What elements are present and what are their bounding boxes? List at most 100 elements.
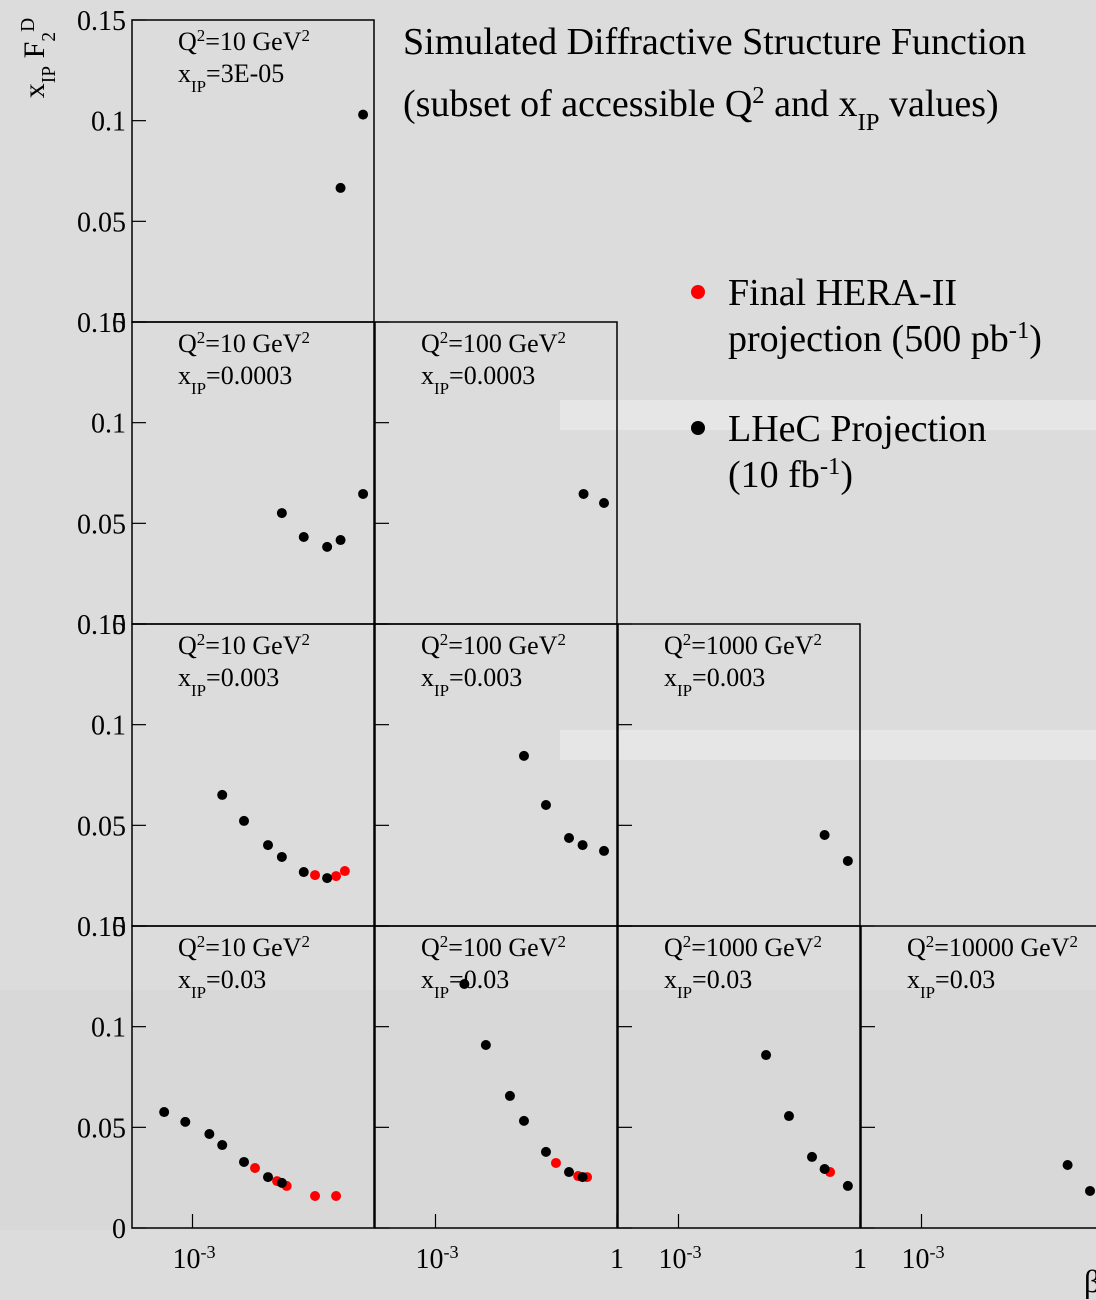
- legend-label: LHeC Projection: [728, 408, 987, 450]
- text-segment: -3: [201, 1242, 216, 1262]
- text-segment: (subset of accessible Q: [403, 83, 752, 125]
- text-segment: =100 GeV: [448, 329, 557, 358]
- panel-frame: [131, 925, 375, 1229]
- y-tick-label: 0.15: [77, 308, 126, 339]
- data-point: [540, 1146, 551, 1157]
- data-point: [276, 508, 287, 519]
- y-tick-label: 0.1: [91, 711, 126, 742]
- panel-label: xIP=0.003: [421, 663, 522, 700]
- text-segment: 2: [440, 328, 448, 347]
- text-segment: 2: [197, 328, 205, 347]
- text-segment: =10 GeV: [205, 933, 301, 962]
- panel-label: xIP=0.003: [178, 663, 279, 700]
- text-segment: x: [421, 663, 434, 692]
- legend-label: Final HERA-II: [728, 272, 957, 314]
- text-segment: x: [178, 361, 191, 390]
- data-point: [276, 851, 287, 862]
- data-point: [842, 855, 853, 866]
- data-point: [335, 535, 346, 546]
- text-segment: 2: [197, 26, 205, 45]
- text-segment: -3: [930, 1242, 945, 1262]
- data-point: [310, 870, 321, 881]
- text-segment: Q: [178, 329, 197, 358]
- text-segment: =0.03: [692, 965, 752, 994]
- panel-label: Q2=10 GeV2: [178, 932, 310, 963]
- text-segment: =100 GeV: [448, 933, 557, 962]
- data-point: [204, 1128, 215, 1139]
- data-point: [239, 815, 250, 826]
- text-segment: Simulated Diffractive Structure Function: [403, 21, 1026, 63]
- text-segment: Final HERA-II: [728, 272, 957, 314]
- text-segment: =0.03: [449, 965, 509, 994]
- data-point: [250, 1163, 261, 1174]
- text-segment: 2: [683, 932, 691, 951]
- panel-label: Q2=1000 GeV2: [664, 932, 822, 963]
- text-segment: 2: [302, 328, 310, 347]
- data-point: [358, 488, 369, 499]
- background-shape: [0, 990, 1096, 1230]
- text-segment: =10 GeV: [205, 329, 301, 358]
- data-point: [310, 1190, 321, 1201]
- data-point: [819, 829, 830, 840]
- data-point: [298, 532, 309, 543]
- data-point: [217, 789, 228, 800]
- text-segment: x: [421, 361, 434, 390]
- text-segment: 2: [926, 932, 934, 951]
- background-shape: [560, 400, 1096, 430]
- data-point: [159, 1107, 170, 1118]
- y-tick-label: 0.1: [91, 107, 126, 138]
- data-point: [504, 1090, 515, 1101]
- text-segment: 10: [416, 1244, 444, 1275]
- text-segment: F: [18, 42, 51, 66]
- text-segment: Q: [907, 933, 926, 962]
- text-segment: =0.03: [935, 965, 995, 994]
- x-tick-label: 10-3: [902, 1242, 945, 1275]
- text-segment: x: [907, 965, 920, 994]
- text-segment: 2: [1070, 932, 1078, 951]
- data-point: [459, 978, 470, 989]
- y-tick-label: 0: [112, 610, 126, 641]
- panel-label: xIP=0.03: [907, 965, 995, 1002]
- text-segment: IP: [858, 109, 880, 136]
- text-segment: x: [18, 83, 51, 98]
- y-tick-label: 0: [112, 308, 126, 339]
- text-segment: Q: [421, 329, 440, 358]
- text-segment: IP: [39, 66, 60, 83]
- x-tick-label: 1: [610, 1244, 624, 1275]
- data-point: [518, 750, 529, 761]
- data-point: [276, 1177, 287, 1188]
- text-segment: Q: [178, 631, 197, 660]
- text-segment: 2: [440, 932, 448, 951]
- panel-frame: [860, 925, 1096, 1229]
- text-segment: Q: [664, 631, 683, 660]
- text-segment: =1000 GeV: [691, 933, 813, 962]
- panel-label: Q2=1000 GeV2: [664, 630, 822, 661]
- panel-label: xIP=0.0003: [421, 361, 535, 398]
- panel-label: Q2=10 GeV2: [178, 630, 310, 661]
- text-segment: 10: [902, 1244, 930, 1275]
- y-tick-label: 0.05: [77, 207, 126, 238]
- text-segment: IP: [434, 681, 449, 700]
- text-segment: D: [18, 18, 39, 32]
- text-segment: =10 GeV: [205, 27, 301, 56]
- text-segment: projection (500 pb: [728, 318, 1009, 360]
- text-segment: 2: [814, 932, 822, 951]
- text-segment: x: [421, 965, 434, 994]
- text-segment: =100 GeV: [448, 631, 557, 660]
- text-segment: =0.003: [449, 663, 522, 692]
- text-segment: -3: [444, 1242, 459, 1262]
- data-point: [298, 867, 309, 878]
- text-segment: 2: [39, 32, 60, 42]
- data-point: [550, 1157, 561, 1168]
- x-tick-label: 10-3: [659, 1242, 702, 1275]
- data-point: [564, 833, 575, 844]
- text-segment: IP: [920, 983, 935, 1002]
- text-segment: and x: [765, 83, 858, 125]
- data-point: [577, 1172, 588, 1183]
- legend-label: (10 fb-1): [728, 453, 853, 497]
- data-point: [540, 799, 551, 810]
- text-segment: Q: [178, 933, 197, 962]
- text-segment: =0.0003: [449, 361, 535, 390]
- data-point: [1085, 1185, 1096, 1196]
